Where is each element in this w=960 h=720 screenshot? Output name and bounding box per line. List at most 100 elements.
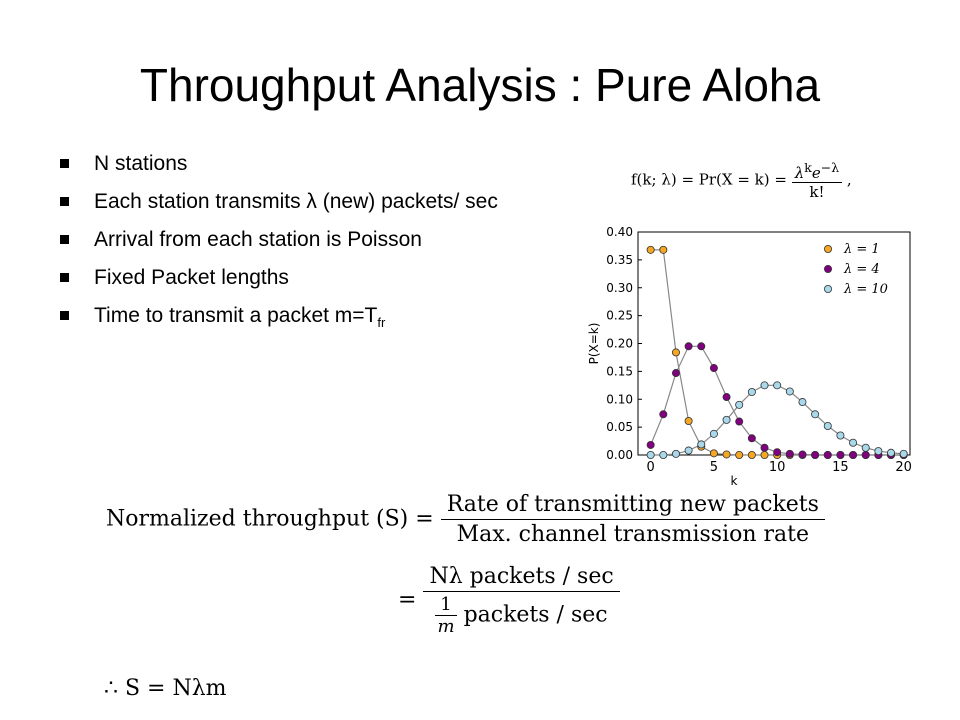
bullet-text: Fixed Packet lengths	[94, 266, 289, 289]
data-point	[773, 381, 782, 390]
poisson-pmf-chart: 0.00 0.05 0.10 0.15 0.20 0.25 0.30 0.35 0.40 0 5 10…	[587, 225, 912, 485]
bullet-item: Fixed Packet lengths	[58, 264, 578, 291]
data-point	[747, 388, 756, 397]
pmf-lambda: λ	[794, 164, 805, 182]
plot-area	[637, 231, 911, 456]
data-point	[785, 387, 794, 396]
y-tick-label: 0.25	[606, 309, 633, 323]
eq2-equals: =	[398, 587, 417, 613]
legend-marker	[823, 265, 832, 274]
pmf-e-exp: −λ	[820, 160, 840, 175]
legend-marker	[823, 285, 832, 294]
data-point	[785, 449, 794, 458]
y-tick-label: 0.05	[606, 420, 633, 434]
throughput-equation-step: = Nλ packets / sec 1 m packets / sec	[398, 562, 620, 639]
square-bullet-icon	[60, 311, 69, 320]
legend-label: λ = 4	[843, 262, 880, 277]
data-point	[861, 443, 870, 452]
data-point	[684, 416, 693, 425]
eq1-lhs: Normalized throughput (S) =	[106, 506, 434, 532]
data-point	[811, 410, 820, 419]
data-point	[773, 448, 782, 457]
bullet-subscript: fr	[377, 315, 386, 331]
bullet-item: N stations	[58, 150, 578, 177]
pmf-lambda-exp: k	[804, 160, 812, 175]
throughput-equation: Normalized throughput (S) = Rate of tran…	[106, 490, 825, 549]
legend-marker	[823, 244, 832, 253]
bullet-text: Time to transmit a packet m=T	[94, 304, 378, 327]
data-point	[646, 450, 655, 459]
y-axis-label: P(X=k)	[587, 323, 601, 365]
data-point	[659, 410, 668, 419]
bullet-text: N stations	[94, 152, 188, 175]
x-tick-label: 0	[647, 460, 655, 475]
data-point	[735, 450, 744, 459]
x-tick-label: 20	[895, 460, 912, 475]
square-bullet-icon	[60, 159, 69, 168]
pmf-trail: ,	[846, 170, 852, 189]
data-point	[849, 438, 858, 447]
pmf-numerator: λke−λ	[792, 160, 842, 182]
data-point	[697, 440, 706, 449]
data-point	[760, 381, 769, 390]
bullet-item: Each station transmits λ (new) packets/ …	[58, 188, 514, 215]
bullet-item: Time to transmit a packet m=Tfr	[58, 302, 578, 336]
data-point	[709, 429, 718, 438]
legend-label: λ = 1	[843, 242, 880, 257]
data-point	[747, 450, 756, 459]
eq1-denominator: Max. channel transmission rate	[440, 519, 825, 549]
legend-label: λ = 10	[843, 282, 888, 297]
square-bullet-icon	[60, 235, 69, 244]
eq2-inner-den: m	[435, 615, 457, 637]
x-tick-label: 15	[832, 460, 849, 475]
data-point	[684, 446, 693, 455]
pmf-e: e	[811, 164, 821, 182]
data-point	[760, 443, 769, 452]
data-point	[671, 449, 680, 458]
y-tick-label: 0.35	[606, 253, 633, 267]
data-point	[836, 431, 845, 440]
eq1-fraction: Rate of transmitting new packets Max. ch…	[440, 490, 825, 549]
data-point	[709, 449, 718, 458]
eq1-numerator: Rate of transmitting new packets	[446, 492, 819, 517]
x-tick-label: 10	[769, 460, 786, 475]
data-point	[823, 422, 832, 431]
x-tick-label: 5	[710, 460, 718, 475]
data-point	[836, 450, 845, 459]
data-point	[861, 450, 870, 459]
slide-title: Throughput Analysis : Pure Aloha	[139, 59, 821, 111]
y-tick-label: 0.10	[606, 392, 633, 406]
eq2-den-text: packets / sec	[463, 602, 608, 628]
data-point	[760, 450, 769, 459]
data-point	[735, 417, 744, 426]
data-point	[684, 342, 693, 351]
bullet-text: Each station transmits λ (new) packets/ …	[94, 190, 498, 213]
pmf-denominator: k!	[791, 182, 843, 201]
data-point	[671, 369, 680, 378]
data-point	[646, 245, 655, 254]
bullet-text: Arrival from each station is Poisson	[94, 228, 422, 251]
data-point	[823, 450, 832, 459]
data-point	[697, 342, 706, 351]
x-axis-label: k	[731, 474, 738, 485]
data-point	[887, 448, 896, 457]
data-point	[709, 364, 718, 373]
eq2-m: m	[437, 616, 455, 637]
y-tick-label: 0.15	[606, 364, 633, 378]
data-point	[671, 348, 680, 357]
data-point	[722, 415, 731, 424]
y-tick-label: 0.00	[606, 448, 633, 462]
data-point	[659, 450, 668, 459]
bullet-list: N stations Each station transmits λ (new…	[58, 150, 578, 347]
poisson-pmf-formula: f(k; λ) = Pr(X = k) = λke−λ k! ,	[631, 160, 852, 201]
eq2-inner-num: 1	[440, 594, 452, 615]
y-tick-label: 0.20	[606, 337, 633, 351]
square-bullet-icon	[60, 197, 69, 206]
square-bullet-icon	[60, 273, 69, 282]
bullet-item: Arrival from each station is Poisson	[58, 226, 578, 253]
eq2-inner-fraction: 1 m	[435, 594, 457, 637]
pmf-lhs: f(k; λ) = Pr(X = k) =	[631, 170, 787, 189]
y-tick-label: 0.30	[606, 281, 633, 295]
eq2-fraction: Nλ packets / sec 1 m packets / sec	[423, 562, 620, 639]
data-point	[811, 450, 820, 459]
